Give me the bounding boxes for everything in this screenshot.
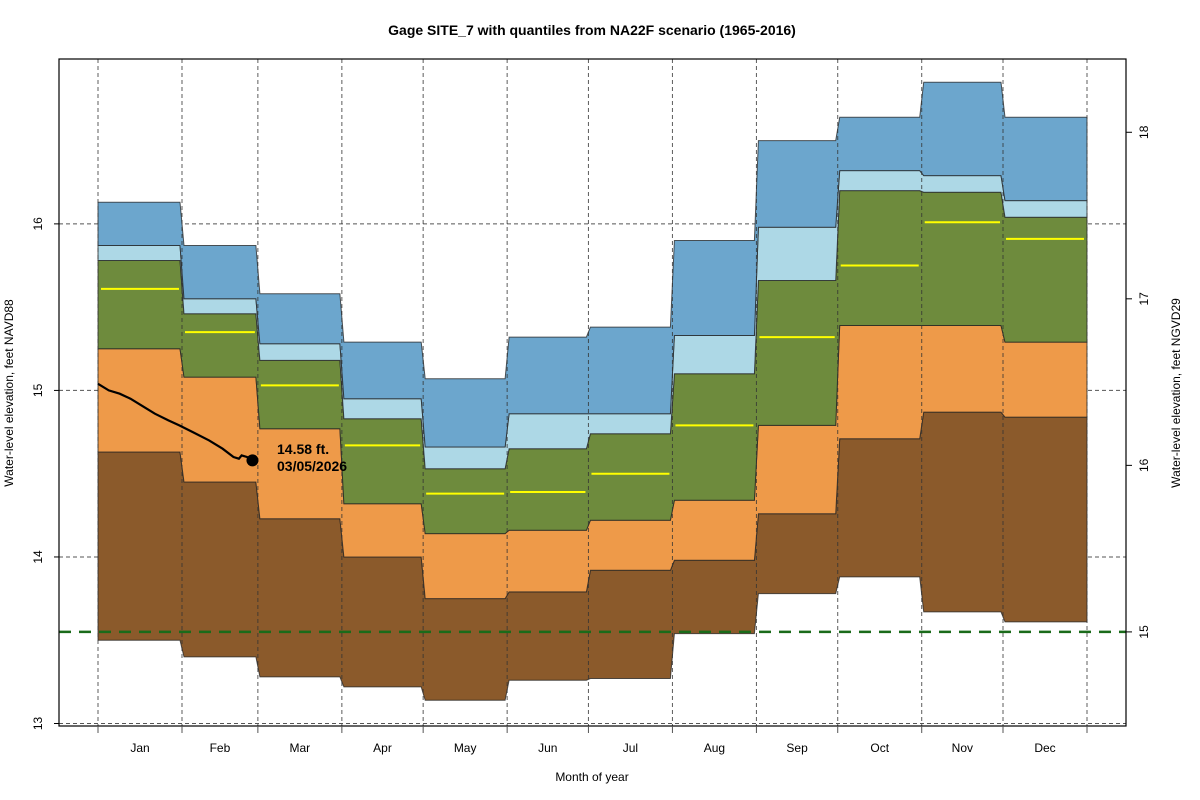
month-gridlines <box>97 59 1088 726</box>
x-tick-label-jan: Jan <box>130 741 149 755</box>
median-lines <box>101 221 1084 495</box>
x-tick-label-mar: Mar <box>290 741 311 755</box>
x-tick-label-apr: Apr <box>373 741 392 755</box>
y-tick-label-right: 18 <box>1137 125 1151 139</box>
x-tick-label-sep: Sep <box>786 741 808 755</box>
x-tick-label-may: May <box>454 741 477 755</box>
y-tick-label-right: 16 <box>1137 458 1151 472</box>
y-axis-title-left: Water-level elevation, feet NAVD88 <box>2 299 16 487</box>
observed-series <box>97 382 259 467</box>
x-tick-label-dec: Dec <box>1034 741 1055 755</box>
observed-line <box>97 382 253 462</box>
y-tick-label-right: 17 <box>1137 292 1151 306</box>
y-axis-title-right: Water-level elevation, feet NGVD29 <box>1169 298 1183 488</box>
y-tick-label-left: 15 <box>31 383 45 397</box>
last-value-label: 14.58 ft. <box>277 441 329 457</box>
y-tick-label-left: 13 <box>31 717 45 731</box>
y-tick-label-left: 16 <box>31 217 45 231</box>
chart-title: Gage SITE_7 with quantiles from NA22F sc… <box>388 22 796 38</box>
last-date-label: 03/05/2026 <box>277 458 347 474</box>
x-tick-label-aug: Aug <box>704 741 725 755</box>
x-tick-label-jul: Jul <box>623 741 638 755</box>
x-axis-title: Month of year <box>555 770 628 784</box>
x-tick-label-oct: Oct <box>870 741 889 755</box>
plot-frame <box>58 58 1127 727</box>
quantile-bands <box>97 81 1088 701</box>
last-observation-marker <box>246 454 259 467</box>
axes: 13 14 15 16 15 16 17 18 Jan Feb Mar Apr May Jun Jul Aug… <box>31 58 1151 755</box>
x-tick-label-jun: Jun <box>538 741 557 755</box>
y-tick-label-right: 15 <box>1137 625 1151 639</box>
x-tick-label-feb: Feb <box>210 741 231 755</box>
x-tick-label-nov: Nov <box>952 741 973 755</box>
y-tick-label-left: 14 <box>31 550 45 564</box>
